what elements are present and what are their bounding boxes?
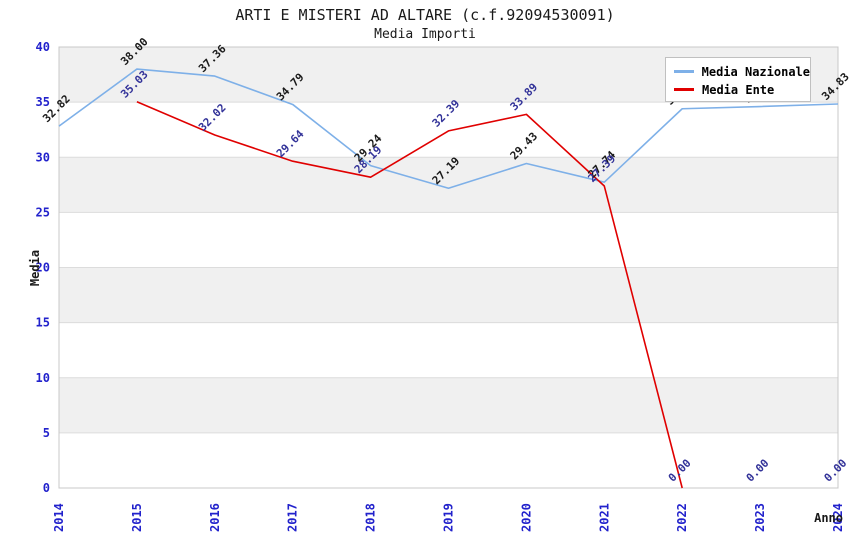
plot-band — [59, 377, 838, 433]
plot-band — [59, 267, 838, 323]
y-tick-label: 10 — [36, 371, 50, 385]
plot-band — [59, 212, 838, 268]
x-tick-label: 2016 — [208, 503, 222, 532]
legend-label-ente: Media Ente — [702, 82, 775, 97]
x-tick-label: 2024 — [831, 503, 845, 532]
y-tick-label: 20 — [36, 261, 50, 275]
y-tick-label: 5 — [43, 426, 50, 440]
plot-band — [59, 102, 838, 158]
x-tick-label: 2018 — [364, 503, 378, 532]
plot-band — [59, 432, 838, 488]
legend-item-media-ente: Media Ente — [674, 81, 810, 98]
x-axis-title: Anno — [814, 511, 843, 525]
x-tick-label: 2017 — [286, 503, 300, 532]
legend: Media Nazionale Media Ente — [665, 57, 811, 102]
plot-band — [59, 157, 838, 213]
series-line-media-ente — [136, 101, 683, 489]
legend-swatch-nazionale-icon — [674, 70, 694, 73]
legend-item-media-nazionale: Media Nazionale — [674, 63, 810, 80]
x-tick-label: 2015 — [130, 503, 144, 532]
y-tick-label: 25 — [36, 205, 50, 219]
chart-title: ARTI E MISTERI AD ALTARE (c.f.9209453009… — [235, 6, 615, 24]
y-tick-label: 40 — [36, 40, 50, 54]
legend-swatch-ente-icon — [674, 88, 694, 91]
series-line-media-nazionale — [58, 68, 839, 190]
plot-border — [58, 46, 839, 489]
y-tick-label: 30 — [36, 150, 50, 164]
chart-subtitle: Media Importi — [374, 27, 476, 42]
y-tick-label: 15 — [36, 316, 50, 330]
x-tick-label: 2019 — [442, 503, 456, 532]
x-tick-label: 2023 — [753, 503, 767, 532]
y-tick-label: 35 — [36, 95, 50, 109]
x-tick-label: 2014 — [52, 503, 66, 532]
y-axis-title: Media — [28, 249, 42, 287]
plot-band — [59, 322, 838, 378]
x-tick-label: 2021 — [597, 503, 611, 532]
x-tick-label: 2020 — [519, 503, 533, 532]
y-tick-label: 0 — [43, 481, 50, 495]
legend-label-nazionale: Media Nazionale — [701, 64, 810, 79]
x-tick-label: 2022 — [675, 503, 689, 532]
